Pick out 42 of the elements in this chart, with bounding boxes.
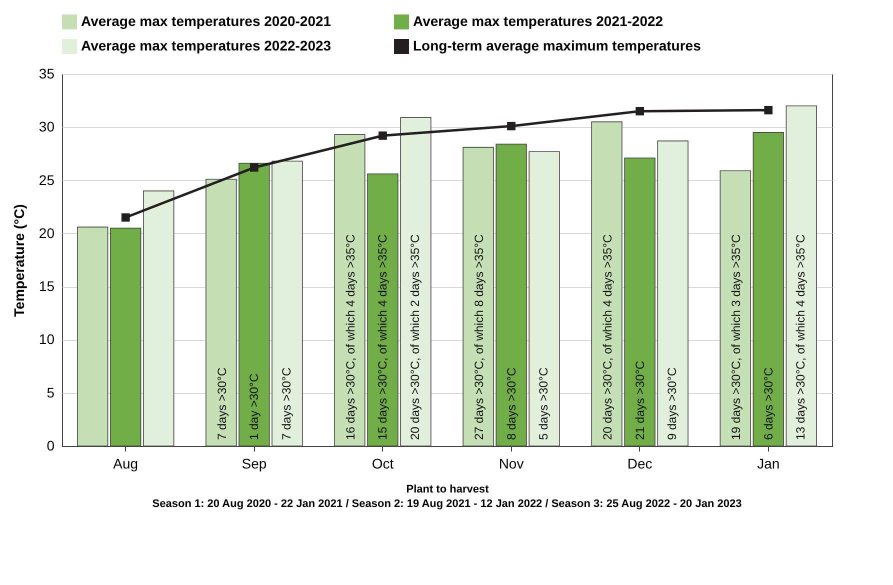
annotation: 7 days >30°C (215, 367, 230, 440)
annotation: 19 days >30°C, of which 3 days >35°C (729, 234, 744, 440)
annotation: 20 days >30°C, of which 2 days >35°C (408, 234, 422, 440)
y-tick-label: 35 (38, 66, 55, 82)
point (507, 122, 516, 130)
annotation: 27 days >30°C, of which 8 days >35°C (472, 234, 486, 440)
annotation: 9 days >30°C (664, 367, 679, 440)
y-tick-label: 0 (46, 438, 55, 454)
x-tick-label: Dec (627, 456, 652, 472)
legend-label: Average max temperatures 2021-2022 (413, 12, 664, 29)
annotation: 21 days >30°C (632, 360, 647, 440)
y-tick-label: 30 (38, 118, 55, 135)
annotation: 1 day >30°C (247, 373, 262, 440)
y-tick-label: 5 (46, 384, 55, 400)
annotation: 13 days >30°C, of which 4 days >35°C (794, 234, 808, 440)
annotation: 16 days >30°C, of which 4 days >35°C (344, 234, 358, 440)
x-tick-label: Aug (113, 456, 138, 472)
legend-label: Average max temperatures 2022-2023 (81, 38, 332, 54)
annotation: 20 days >30°C, of which 4 days >35°C (600, 234, 615, 440)
y-tick-label: 10 (38, 331, 55, 348)
text: Season 1: 20 Aug 2020 - 22 Jan 2021 / Season 2: 19 Aug 2021 - 12 Jan 2022 / Season 3: 25 Aug 2022 - 20 Jan 2023 (152, 498, 742, 510)
y-tick-label: 15 (38, 278, 55, 294)
x-tick-label: Oct (372, 456, 394, 472)
annotation: 5 days >30°C (536, 367, 550, 440)
point (378, 131, 387, 140)
y-axis-title: Temperature (°C) (10, 204, 27, 317)
x-tick-label: Sep (242, 456, 267, 472)
legend-label: Average max temperatures 2020-2021 (81, 12, 332, 29)
point (764, 106, 773, 114)
x-tick-label: Nov (498, 456, 524, 472)
annotation: 7 days >30°C (279, 367, 294, 440)
point (250, 163, 258, 172)
legend-label: Long-term average maximum temperatures (413, 38, 702, 54)
annotation: 6 days >30°C (761, 367, 776, 440)
point (636, 107, 644, 116)
x-tick-label: Jan (757, 456, 780, 472)
annotation: 15 days >30°C, of which 4 days >35°C (376, 234, 390, 440)
y-tick-label: 25 (38, 172, 55, 188)
point (121, 213, 130, 222)
annotation: 8 days >30°C (504, 367, 518, 440)
x-axis-title: Plant to harvest (406, 484, 490, 496)
y-tick-label: 20 (38, 224, 55, 241)
